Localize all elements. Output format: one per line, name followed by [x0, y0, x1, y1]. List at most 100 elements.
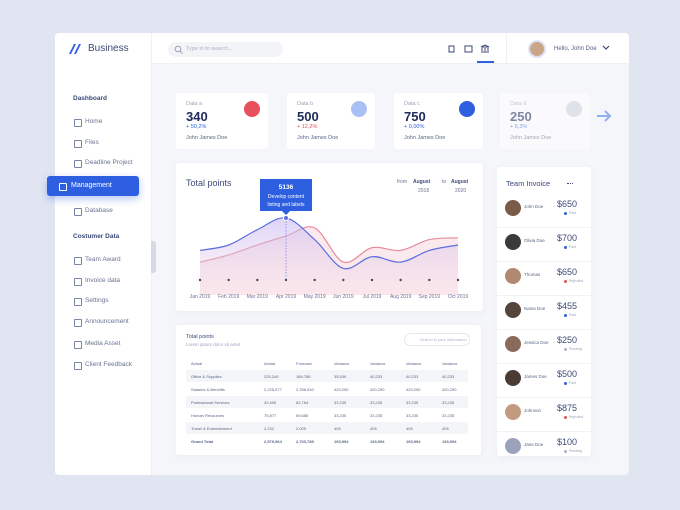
sidebar-item[interactable]: Media Asset [85, 340, 121, 347]
x-dot [227, 278, 230, 282]
table-cell: 33,235 [442, 400, 455, 405]
table-row [186, 357, 468, 369]
x-dot [256, 278, 259, 282]
table-cell: 2,579,964 [264, 439, 282, 444]
divider [506, 34, 507, 63]
invoice-status: Rejected [569, 415, 583, 419]
icon[interactable] [464, 45, 473, 53]
active-item-bg[interactable] [47, 176, 139, 196]
sidebar-handle[interactable] [151, 241, 156, 273]
sidebar-item[interactable]: Announcement [85, 318, 129, 325]
icon[interactable] [480, 44, 490, 53]
x-dot [284, 278, 288, 282]
invoice-name: John Doe [524, 204, 544, 209]
search-box[interactable] [168, 42, 283, 57]
table-cell: Professional Services [191, 400, 230, 405]
sidebar-icon [59, 183, 67, 191]
stat-label: Data a [186, 101, 203, 107]
x-tick-label: May 2019 [304, 294, 326, 300]
status-dot [564, 450, 567, 453]
x-tick-label: Apr 2019 [276, 294, 297, 300]
stat-label: Data d [510, 101, 527, 107]
chart: Jan 2019 Feb 2019 Mar 2019 Apr 2019 May 2019… [190, 179, 468, 300]
stat-icon[interactable] [566, 101, 582, 117]
table-row [186, 422, 468, 434]
icon[interactable] [448, 45, 455, 53]
sidebar-item[interactable]: Files [85, 139, 99, 146]
chevron[interactable] [602, 45, 610, 51]
annotation-value: 5136 [279, 184, 294, 191]
sidebar-icon [74, 119, 82, 127]
x-tick-label: Jan 2019 [190, 294, 211, 300]
invoice-avatar [505, 200, 521, 216]
table-cell: Variance [334, 361, 350, 366]
invoice-status: Pending [569, 449, 582, 453]
sidebar-icon [74, 362, 82, 370]
table-cell: 33,235 [442, 413, 455, 418]
sidebar-item[interactable]: Invoice data [85, 277, 121, 284]
status-dot [564, 280, 567, 283]
menu-dots[interactable] [567, 183, 573, 186]
sidebar-icon [74, 257, 82, 265]
table-cell: 33,235 [370, 413, 383, 418]
annotation-text: Develop content listing and labels [268, 194, 305, 208]
stat-card: Data a 340 + 50,2% John James Doe [176, 93, 268, 149]
invoice-amount: $700 [556, 233, 577, 243]
sidebar-item[interactable]: Settings [85, 297, 109, 304]
stat-icon[interactable] [351, 101, 367, 117]
avatar[interactable] [528, 40, 546, 58]
sidebar-item[interactable]: Team Award [85, 256, 121, 263]
table-search[interactable] [404, 333, 470, 346]
table-cell: 33,235 [406, 413, 419, 418]
invoice-amount: $875 [556, 403, 577, 413]
status-dot [564, 314, 567, 317]
invoice-status: Paid [569, 211, 577, 215]
range-month[interactable]: August [451, 179, 469, 185]
stat-icon[interactable] [244, 101, 260, 117]
x-tick-label: Jun 2019 [333, 294, 354, 300]
table-row [186, 383, 468, 395]
next-arrow[interactable] [596, 110, 612, 122]
sidebar-section-title: Costumer Data [73, 233, 120, 240]
range-label: from [397, 179, 407, 185]
stat-change: + 6,3% [510, 124, 528, 130]
table-cell: 420,290 [334, 387, 349, 392]
table-cell: 225,240 [264, 374, 279, 379]
table-cell: 69,685 [296, 413, 309, 418]
invoice-name: Olivia Doe [524, 238, 545, 243]
x-dot [428, 278, 431, 282]
sidebar-item[interactable]: Client Feedback [85, 361, 132, 368]
table-cell: Travel & Entertainment [191, 426, 232, 431]
stat-owner: John James Doe [186, 135, 228, 141]
stat-value: 750 [404, 109, 426, 124]
invoice-amount: $650 [556, 199, 577, 209]
invoice-name: Jane Doe [524, 442, 544, 447]
sidebar-item[interactable]: Deadline Project [85, 159, 133, 166]
invoice-name: James Doe [524, 374, 547, 379]
search-placeholder: Type in to search... [186, 46, 233, 52]
invoice-name: Johnson [524, 408, 542, 413]
row-divider [497, 431, 591, 432]
sidebar-icon [74, 160, 82, 168]
table-cell: Variance [442, 361, 458, 366]
table-cell: Forecast [296, 361, 312, 366]
table-cell: 82,764 [296, 400, 309, 405]
chart-title: Total points [186, 178, 232, 188]
table-cell: Variance [370, 361, 386, 366]
top-icons [448, 44, 494, 63]
range-month[interactable]: August [413, 179, 431, 185]
x-dot [313, 278, 316, 282]
sidebar-item[interactable]: Management [71, 182, 112, 189]
table-cell: 193,994 [334, 439, 349, 444]
stat-label: Data c [404, 101, 420, 107]
sidebar-item[interactable]: Database [85, 207, 113, 214]
table-cell: 193,994 [406, 439, 421, 444]
stat-icon[interactable] [459, 101, 475, 117]
x-tick-label: Jul 2019 [363, 294, 382, 300]
x-dot [370, 278, 374, 282]
x-tick-label: Aug 2019 [390, 294, 412, 300]
table-cell: 2,703,789 [296, 439, 314, 444]
invoice-name: Jessica Doe [524, 340, 549, 345]
sidebar-item[interactable]: Home [85, 118, 103, 125]
